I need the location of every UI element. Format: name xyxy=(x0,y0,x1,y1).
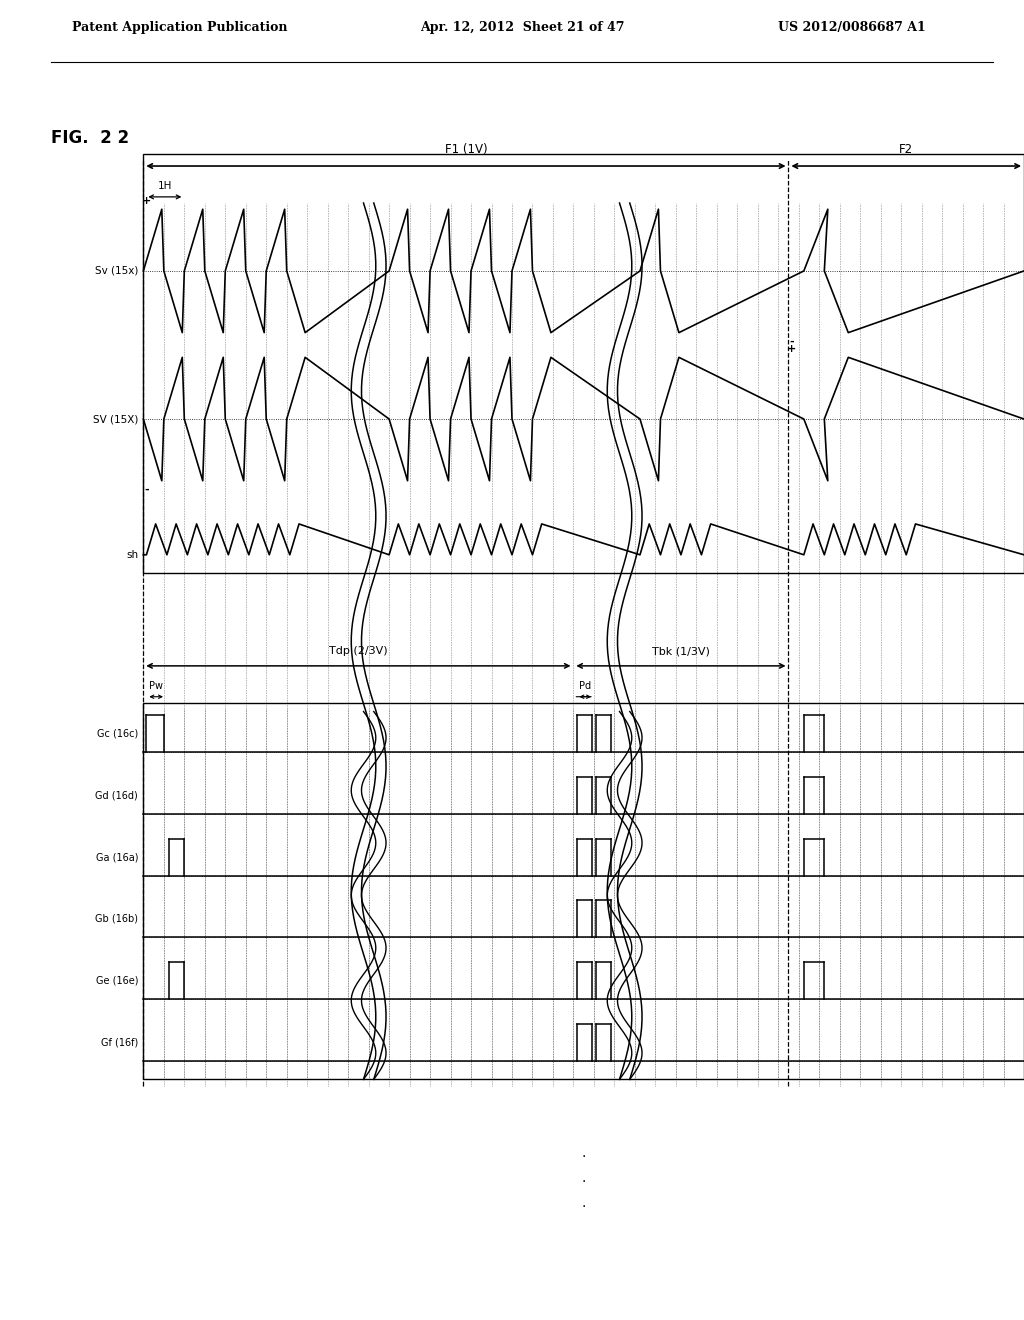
Text: Gc (16c): Gc (16c) xyxy=(97,729,138,739)
Text: Gf (16f): Gf (16f) xyxy=(101,1038,138,1047)
Text: Ge (16e): Ge (16e) xyxy=(95,975,138,986)
Text: US 2012/0086687 A1: US 2012/0086687 A1 xyxy=(778,21,926,34)
Text: -: - xyxy=(144,484,148,495)
Text: 1H: 1H xyxy=(158,181,172,190)
Bar xyxy=(143,153,1024,573)
Text: sh: sh xyxy=(126,550,138,560)
Text: Gb (16b): Gb (16b) xyxy=(95,913,138,924)
Text: SV (15X): SV (15X) xyxy=(93,414,138,424)
Text: Tbk (1/3V): Tbk (1/3V) xyxy=(652,645,710,656)
Text: +: + xyxy=(141,195,152,206)
Text: Gd (16d): Gd (16d) xyxy=(95,791,138,800)
Text: Ga (16a): Ga (16a) xyxy=(95,853,138,862)
Text: -: - xyxy=(790,337,794,346)
Text: F1 (1V): F1 (1V) xyxy=(444,143,487,156)
Text: Apr. 12, 2012  Sheet 21 of 47: Apr. 12, 2012 Sheet 21 of 47 xyxy=(420,21,625,34)
Text: .: . xyxy=(582,1196,586,1209)
Text: Pw: Pw xyxy=(150,681,163,690)
Text: Tdp (2/3V): Tdp (2/3V) xyxy=(329,645,388,656)
Text: Patent Application Publication: Patent Application Publication xyxy=(72,21,287,34)
Text: .: . xyxy=(582,1171,586,1185)
Text: .: . xyxy=(582,1146,586,1160)
Text: Sv (15x): Sv (15x) xyxy=(95,265,138,276)
Text: Pd: Pd xyxy=(580,681,591,690)
Text: F2: F2 xyxy=(899,143,913,156)
Text: +: + xyxy=(786,343,797,354)
Bar xyxy=(143,702,1024,1080)
Text: FIG.  2 2: FIG. 2 2 xyxy=(51,129,129,147)
